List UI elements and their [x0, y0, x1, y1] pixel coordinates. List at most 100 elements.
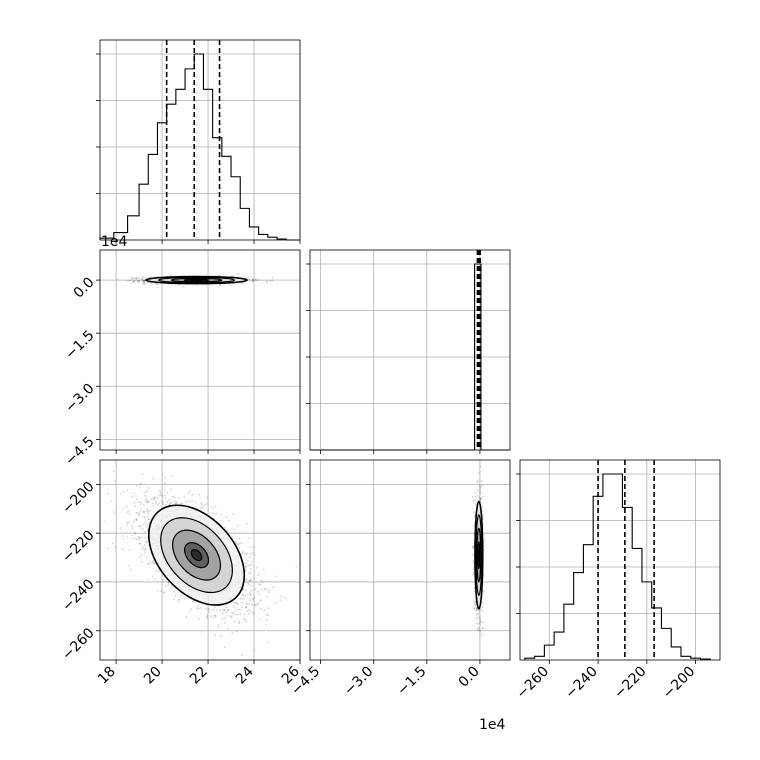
- sample-point: [223, 526, 226, 529]
- sample-point: [94, 278, 96, 280]
- sample-point: [237, 524, 239, 527]
- sample-point: [243, 613, 246, 616]
- sample-point: [252, 649, 255, 652]
- sample-point: [249, 591, 251, 594]
- sample-point: [234, 609, 237, 611]
- sample-point: [479, 498, 482, 501]
- sample-point: [185, 500, 188, 503]
- sample-point: [137, 276, 140, 279]
- sample-point: [140, 553, 143, 556]
- sample-point: [245, 561, 248, 564]
- sample-point: [249, 556, 251, 559]
- sample-point: [137, 536, 140, 539]
- sample-point: [226, 530, 229, 533]
- sample-point: [143, 510, 146, 513]
- sample-point: [182, 286, 185, 288]
- sample-point: [471, 547, 474, 550]
- sample-point: [142, 282, 145, 285]
- sample-point: [145, 541, 147, 544]
- sample-point: [148, 487, 151, 489]
- sample-point: [145, 499, 148, 502]
- sample-point: [223, 608, 225, 611]
- sample-point: [134, 537, 137, 540]
- sample-point: [131, 525, 134, 527]
- sample-point: [244, 606, 247, 609]
- sample-point: [265, 623, 268, 626]
- sample-point: [181, 502, 184, 505]
- sample-point: [177, 600, 180, 603]
- sample-point: [241, 282, 244, 285]
- sample-point: [148, 521, 150, 524]
- sample-point: [249, 594, 252, 597]
- sample-point: [475, 495, 477, 498]
- sample-point: [241, 594, 244, 596]
- sample-point: [143, 537, 146, 539]
- sample-point: [247, 608, 250, 611]
- sample-point: [239, 608, 242, 611]
- sample-point: [476, 618, 479, 620]
- sample-point: [161, 495, 164, 497]
- sample-point: [191, 500, 193, 502]
- sample-point: [119, 527, 122, 529]
- sample-point: [174, 594, 176, 597]
- sample-point: [138, 538, 140, 541]
- sample-point: [121, 535, 124, 538]
- sample-point: [238, 622, 241, 625]
- sample-point: [478, 484, 481, 487]
- sample-point: [250, 579, 253, 582]
- sample-point: [269, 279, 272, 282]
- sample-point: [223, 609, 225, 612]
- sample-point: [167, 499, 170, 501]
- sample-point: [112, 470, 115, 473]
- sample-point: [140, 501, 142, 504]
- sample-point: [474, 600, 476, 603]
- sample-point: [187, 500, 190, 503]
- sample-point: [472, 573, 475, 576]
- sample-point: [146, 515, 149, 517]
- sample-point: [218, 284, 221, 287]
- sample-point: [248, 597, 251, 600]
- y-tick-label: −260: [59, 625, 98, 664]
- sample-point: [151, 502, 154, 505]
- sample-point: [247, 559, 250, 562]
- sample-point: [147, 518, 150, 521]
- sample-point: [271, 276, 274, 279]
- sample-point: [134, 533, 137, 536]
- sample-point: [252, 546, 255, 549]
- scatter-p0-p2-points: [103, 470, 298, 656]
- sample-point: [249, 572, 252, 575]
- sample-point: [205, 496, 208, 499]
- sample-point: [271, 279, 274, 282]
- sample-point: [479, 486, 482, 489]
- sample-point: [143, 516, 145, 518]
- sample-point: [128, 513, 131, 515]
- sample-point: [201, 631, 204, 633]
- sample-point: [164, 477, 167, 479]
- sample-point: [481, 627, 484, 629]
- sample-point: [267, 591, 270, 594]
- sample-point: [147, 562, 150, 565]
- sample-point: [248, 536, 251, 539]
- sample-point: [135, 485, 138, 487]
- sample-point: [205, 503, 208, 505]
- sample-point: [260, 579, 263, 582]
- sample-point: [146, 509, 149, 512]
- sample-point: [183, 496, 186, 498]
- sample-point: [223, 609, 226, 611]
- sample-point: [231, 631, 234, 634]
- sample-point: [475, 606, 478, 609]
- sample-point: [237, 543, 240, 546]
- sample-point: [135, 512, 138, 514]
- sample-point: [144, 530, 147, 533]
- x-tick-label: 22: [187, 664, 211, 688]
- y-tick-label: 0.0: [71, 274, 98, 301]
- scatter-p0-p1-frame: [99, 249, 301, 451]
- sample-point: [244, 565, 247, 568]
- sample-point: [132, 279, 134, 281]
- sample-point: [250, 563, 253, 566]
- sample-point: [240, 541, 243, 544]
- sample-point: [136, 538, 139, 541]
- sample-point: [245, 522, 248, 525]
- sample-point: [264, 588, 267, 591]
- sample-point: [201, 506, 204, 509]
